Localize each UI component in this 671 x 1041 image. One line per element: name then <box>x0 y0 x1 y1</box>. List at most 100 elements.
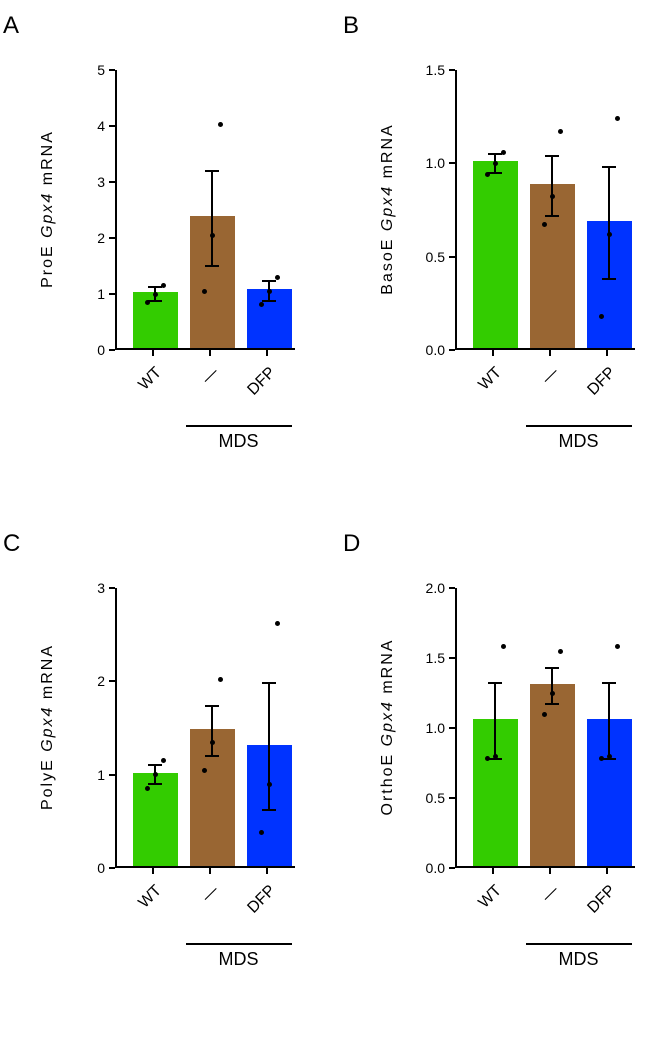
data-point <box>599 314 604 319</box>
data-point <box>275 621 280 626</box>
x-tick <box>209 868 211 874</box>
error-cap-bot <box>545 703 559 705</box>
data-point <box>493 754 498 759</box>
data-point <box>259 830 264 835</box>
y-tick-label: 0.5 <box>415 249 445 265</box>
x-tick <box>266 350 268 356</box>
panel-label-D: D <box>343 530 360 558</box>
data-point <box>542 712 547 717</box>
x-tick <box>152 350 154 356</box>
data-point <box>218 122 223 127</box>
y-tick-label: 0 <box>75 342 105 358</box>
data-point <box>493 161 498 166</box>
y-tick-label: 0.0 <box>415 860 445 876</box>
error-bar <box>494 683 496 759</box>
x-tick-label-DFP: DFP <box>572 364 620 412</box>
error-cap-top <box>205 705 219 707</box>
x-tick <box>266 868 268 874</box>
data-point <box>501 644 506 649</box>
plot-area-B <box>455 70 635 350</box>
data-point <box>615 644 620 649</box>
data-point <box>485 756 490 761</box>
error-bar <box>268 683 270 810</box>
y-tick <box>109 293 115 295</box>
data-point <box>275 275 280 280</box>
y-tick <box>449 657 455 659</box>
error-cap-top <box>205 170 219 172</box>
data-point <box>615 116 620 121</box>
y-tick-label: 2 <box>75 673 105 689</box>
data-point <box>210 740 215 745</box>
data-point <box>550 691 555 696</box>
x-tick-label-WT: WT <box>118 882 166 930</box>
x-tick-label-—: — <box>175 882 223 930</box>
error-cap-bot <box>262 300 276 302</box>
y-tick <box>109 125 115 127</box>
y-axis-label-C: PolyE Gpx4 mRNA <box>39 627 57 827</box>
x-tick <box>606 868 608 874</box>
y-tick-label: 2.0 <box>415 580 445 596</box>
data-point <box>558 129 563 134</box>
y-axis-label-A: ProE Gpx4 mRNA <box>39 109 57 309</box>
error-bar <box>211 171 213 266</box>
x-tick-label-—: — <box>515 882 563 930</box>
data-point <box>161 283 166 288</box>
x-tick <box>549 350 551 356</box>
y-tick-label: 1 <box>75 286 105 302</box>
panel-label-C: C <box>3 530 20 558</box>
data-point <box>145 786 150 791</box>
x-tick-label-WT: WT <box>458 364 506 412</box>
mds-label-A: MDS <box>188 431 290 452</box>
y-tick <box>449 162 455 164</box>
plot-area-C <box>115 588 295 868</box>
y-tick-label: 3 <box>75 174 105 190</box>
data-point <box>607 754 612 759</box>
mds-label-B: MDS <box>528 431 630 452</box>
y-tick-label: 0.0 <box>415 342 445 358</box>
panel-label-B: B <box>343 12 359 40</box>
data-point <box>599 756 604 761</box>
y-tick-label: 0.5 <box>415 790 445 806</box>
gene-name: Gpx4 <box>39 192 56 238</box>
data-point <box>501 150 506 155</box>
error-cap-bot <box>205 265 219 267</box>
y-tick-label: 2 <box>75 230 105 246</box>
mds-bracket-C <box>186 943 292 945</box>
y-axis-label-D: OrthoE Gpx4 mRNA <box>379 627 397 827</box>
data-point <box>161 758 166 763</box>
y-tick-label: 1 <box>75 767 105 783</box>
y-tick <box>109 237 115 239</box>
error-bar <box>608 683 610 759</box>
y-tick <box>449 256 455 258</box>
mds-bracket-A <box>186 425 292 427</box>
gene-name: Gpx4 <box>39 706 56 752</box>
plot-area-D <box>455 588 635 868</box>
y-tick-label: 0 <box>75 860 105 876</box>
error-cap-bot <box>488 172 502 174</box>
data-point <box>153 292 158 297</box>
error-bar <box>211 706 213 756</box>
gene-name: Gpx4 <box>379 185 396 231</box>
y-tick-label: 3 <box>75 580 105 596</box>
y-tick <box>449 727 455 729</box>
plot-area-A <box>115 70 295 350</box>
y-tick <box>449 867 455 869</box>
y-tick <box>109 680 115 682</box>
error-cap-bot <box>148 783 162 785</box>
error-cap-top <box>602 682 616 684</box>
y-tick <box>109 587 115 589</box>
error-cap-bot <box>545 215 559 217</box>
panel-label-A: A <box>3 12 19 40</box>
error-cap-top <box>545 667 559 669</box>
y-tick-label: 1.5 <box>415 62 445 78</box>
x-tick <box>492 350 494 356</box>
y-tick-label: 5 <box>75 62 105 78</box>
error-cap-top <box>488 682 502 684</box>
error-cap-bot <box>262 809 276 811</box>
y-tick <box>109 181 115 183</box>
error-cap-top <box>262 682 276 684</box>
y-tick <box>449 587 455 589</box>
data-point <box>145 300 150 305</box>
mds-bracket-B <box>526 425 632 427</box>
error-cap-top <box>148 286 162 288</box>
